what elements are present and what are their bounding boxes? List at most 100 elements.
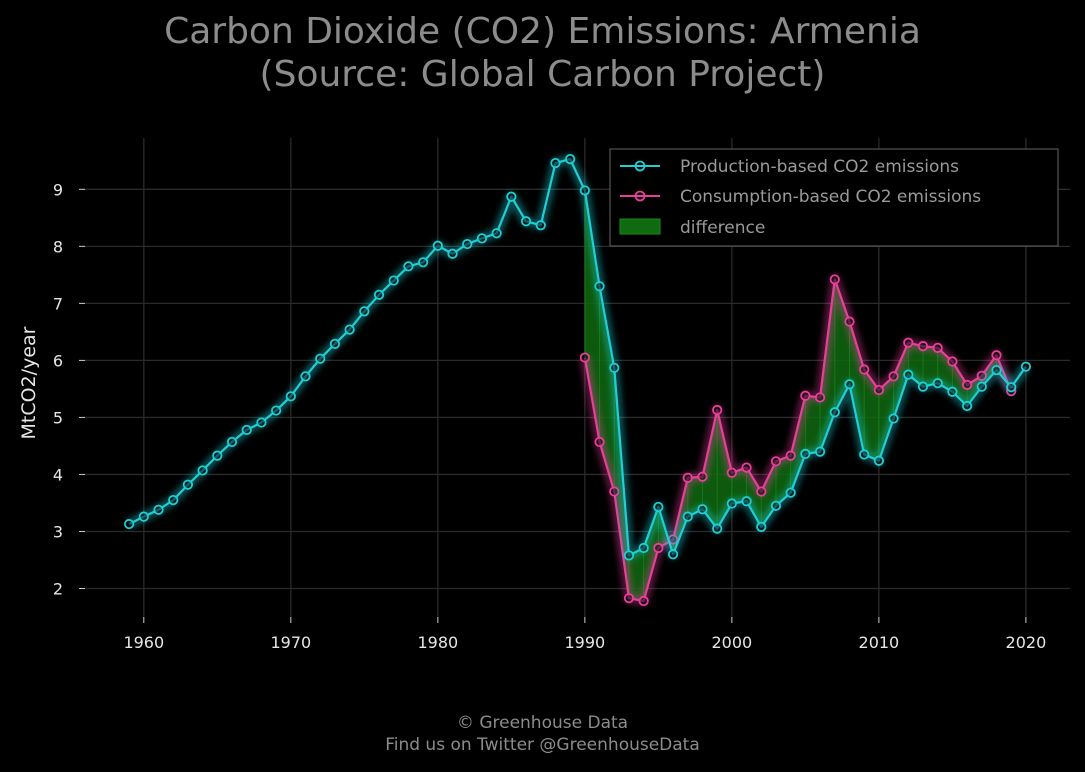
production-point bbox=[697, 504, 708, 515]
consumption-point bbox=[697, 471, 708, 482]
production-point bbox=[917, 381, 929, 392]
consumption-point bbox=[961, 379, 973, 391]
footer-twitter: Find us on Twitter @GreenhouseData bbox=[385, 735, 700, 755]
production-point bbox=[682, 511, 693, 522]
production-point bbox=[212, 450, 223, 461]
consumption-point bbox=[682, 472, 693, 483]
production-point bbox=[800, 448, 811, 460]
production-point bbox=[550, 157, 561, 169]
production-point bbox=[814, 446, 826, 457]
production-point bbox=[873, 455, 884, 466]
production-point bbox=[285, 391, 296, 402]
production-point bbox=[418, 257, 429, 268]
production-point bbox=[579, 185, 590, 196]
production-point bbox=[182, 479, 194, 490]
axis-ticks: 1960 1970 1980 1990 2000 2010 2020 2 3 4 5 6 7 8 9 bbox=[53, 180, 1046, 652]
x-tick-label: 1970 bbox=[270, 633, 311, 652]
y-tick-label: 7 bbox=[53, 294, 63, 313]
consumption-point bbox=[609, 486, 620, 497]
production-point bbox=[859, 449, 870, 460]
production-point bbox=[315, 353, 326, 364]
production-point bbox=[961, 400, 973, 412]
consumption-point bbox=[653, 542, 664, 554]
production-point bbox=[947, 386, 958, 397]
production-point bbox=[535, 220, 546, 231]
legend-difference-swatch bbox=[619, 218, 661, 235]
consumption-point bbox=[859, 364, 870, 375]
consumption-point bbox=[888, 371, 899, 382]
production-point bbox=[888, 413, 899, 424]
title-line-2: (Source: Global Carbon Project) bbox=[259, 54, 826, 95]
consumption-point bbox=[873, 384, 884, 396]
production-point bbox=[329, 338, 341, 349]
production-point bbox=[756, 521, 767, 533]
production-point bbox=[138, 511, 149, 522]
footer: © Greenhouse Data Find us on Twitter @Gr… bbox=[0, 712, 1085, 756]
y-tick-label: 2 bbox=[53, 579, 63, 598]
production-point bbox=[638, 542, 649, 554]
consumption-point bbox=[712, 404, 723, 416]
production-point bbox=[491, 228, 502, 239]
production-point bbox=[388, 275, 399, 286]
production-point bbox=[726, 498, 737, 509]
consumption-point bbox=[594, 436, 605, 448]
y-tick-label: 9 bbox=[53, 180, 63, 199]
consumption-point bbox=[917, 341, 929, 352]
production-point bbox=[403, 261, 414, 272]
legend-box bbox=[609, 148, 1059, 247]
production-point bbox=[623, 550, 635, 561]
consumption-point bbox=[800, 390, 811, 401]
production-point bbox=[520, 216, 532, 227]
series-lines bbox=[124, 153, 1031, 607]
legend-production-marker bbox=[634, 160, 646, 172]
y-tick-label: 8 bbox=[53, 237, 63, 256]
consumption-point bbox=[741, 462, 752, 473]
consumption-point bbox=[579, 352, 590, 363]
x-tick-label: 1980 bbox=[417, 633, 458, 652]
y-tick-label: 6 bbox=[53, 351, 63, 370]
consumption-point bbox=[726, 467, 737, 478]
production-point bbox=[271, 405, 282, 416]
x-tick-label: 1990 bbox=[564, 633, 605, 652]
y-tick-label: 5 bbox=[53, 408, 63, 427]
difference-fill bbox=[584, 190, 1012, 602]
production-point bbox=[462, 238, 473, 250]
production-point bbox=[712, 523, 723, 534]
consumption-point bbox=[932, 342, 943, 353]
production-point bbox=[770, 500, 782, 511]
production-point bbox=[844, 379, 855, 390]
x-tick-label: 2020 bbox=[1006, 633, 1047, 652]
production-point bbox=[241, 424, 252, 436]
production-point bbox=[300, 371, 311, 382]
legend: Production-based CO2 emissions Consumpti… bbox=[609, 148, 1059, 247]
production-point bbox=[903, 369, 914, 380]
production-point bbox=[168, 495, 179, 506]
consumption-point bbox=[829, 274, 840, 285]
consumption-point bbox=[814, 392, 826, 403]
production-point bbox=[256, 417, 267, 428]
legend-production-label: Production-based CO2 emissions bbox=[680, 157, 959, 177]
production-point bbox=[506, 191, 517, 202]
production-point bbox=[594, 281, 605, 292]
production-point bbox=[124, 518, 135, 530]
production-point bbox=[785, 487, 796, 498]
production-point bbox=[432, 240, 443, 251]
production-point bbox=[197, 465, 208, 476]
consumption-point bbox=[785, 450, 796, 461]
legend-consumption-label: Consumption-based CO2 emissions bbox=[680, 187, 981, 207]
consumption-point bbox=[903, 337, 914, 348]
consumption-point bbox=[770, 456, 782, 467]
production-point bbox=[991, 364, 1002, 376]
consumption-point bbox=[623, 593, 635, 604]
production-point bbox=[1020, 361, 1031, 372]
production-point bbox=[667, 549, 679, 560]
title-line-1: Carbon Dioxide (CO2) Emissions: Armenia bbox=[164, 11, 921, 52]
x-tick-label: 1960 bbox=[123, 633, 164, 652]
production-point bbox=[741, 496, 752, 507]
consumption-point bbox=[756, 486, 767, 497]
consumption-point bbox=[991, 350, 1002, 361]
production-point bbox=[153, 504, 164, 515]
production-point bbox=[653, 501, 664, 513]
legend-difference-label: difference bbox=[680, 218, 765, 238]
